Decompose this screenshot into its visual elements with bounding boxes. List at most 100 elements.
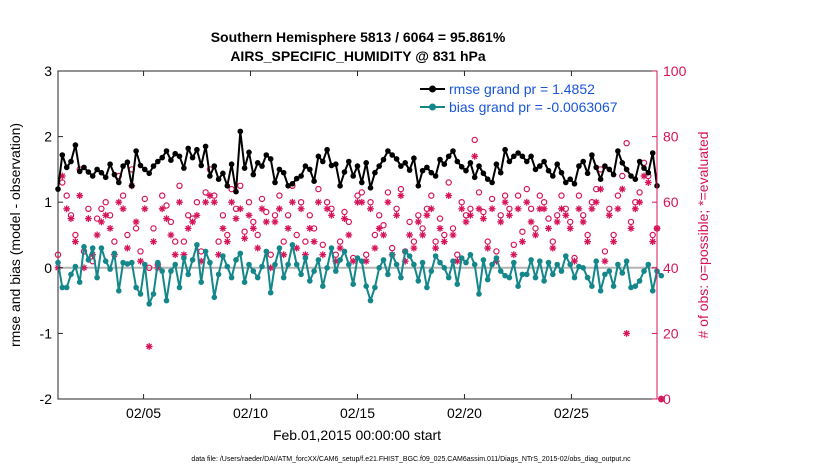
bias-point [467,251,474,258]
possible-obs-point [345,218,352,226]
rmse-point [649,150,656,156]
asterisk-stroke [458,205,465,212]
evaluated-obs-point [72,238,79,245]
asterisk-stroke [263,219,270,225]
possible-obs-point [519,228,526,235]
evaluated-obs-point [631,205,639,213]
evaluated-obs-point [367,205,374,213]
rmse-point [289,181,296,187]
rmse-point [489,179,495,186]
rmse-point [55,186,61,192]
evaluated-obs-point [63,205,71,213]
evaluated-obs-point [423,211,431,219]
possible-obs-point [636,189,643,196]
asterisk-stroke [68,215,74,222]
y-tick-label-left: 3 [44,63,52,79]
rmse-point [246,149,252,156]
rmse-point [189,154,196,161]
bias-point [471,261,478,268]
asterisk-stroke [393,212,400,219]
possible-obs-point [367,198,374,206]
evaluated-obs-point [210,198,218,206]
possible-obs-point [363,251,370,258]
possible-obs-point [384,189,392,196]
asterisk-stroke [76,192,83,199]
evaluated-obs-point [315,198,322,206]
rmse-point [185,145,191,152]
evaluated-obs-point [592,198,600,206]
evaluated-obs-point [76,192,84,199]
asterisk-stroke [576,205,582,212]
possible-obs-point [627,218,635,226]
asterisk-stroke [372,245,378,251]
evaluated-obs-point [519,238,526,245]
evaluated-obs-point [553,218,561,226]
possible-obs-point [467,205,474,212]
rmse-point [163,148,170,154]
evaluated-obs-point [584,238,591,245]
rmse-point [385,148,391,154]
bias-point [102,258,109,265]
rmse-point [424,164,430,171]
evaluated-obs-point [328,211,335,219]
x-tick-label: 02/25 [554,405,589,421]
evaluated-obs-point [480,215,487,222]
asterisk-stroke [81,264,87,271]
rmse-point [528,153,534,160]
evaluated-obs-point [475,205,483,213]
evaluated-obs-point [575,205,583,213]
evaluated-obs-point [640,172,648,180]
evaluated-obs-point [579,218,587,226]
rmse-point [307,166,313,173]
evaluated-obs-point [514,205,522,213]
rmse-point [150,163,157,169]
rmse-point [454,158,461,165]
asterisk-stroke [72,238,79,245]
asterisk-stroke [645,179,652,186]
bias-point [120,259,126,266]
rmse-point [120,163,126,169]
asterisk-stroke [107,225,113,232]
possible-obs-point [441,231,448,239]
bias-point [311,268,317,274]
rmse-point [168,157,174,163]
asterisk-stroke [406,232,413,238]
rmse-point [85,169,92,175]
asterisk-stroke [306,225,313,232]
asterisk-stroke [159,205,166,212]
bias-point [181,255,187,261]
asterisk-stroke [554,219,561,225]
y-tick-label-left: 2 [44,129,52,145]
evaluated-obs-point [644,179,652,186]
evaluated-obs-point [145,343,153,350]
rmse-point [68,158,74,165]
rmse-point [341,169,348,175]
rmse-point [207,173,213,179]
asterisk-stroke [580,219,587,225]
possible-obs-point [341,208,348,216]
asterisk-stroke [428,205,435,212]
rmse-point [354,163,361,169]
bias-point [406,253,413,259]
asterisk-stroke [246,212,252,219]
asterisk-stroke [593,199,600,206]
bias-point [541,278,547,284]
bias-point [493,255,500,261]
evaluated-obs-point [245,211,253,219]
rmse-point [593,164,599,171]
rmse-point [280,169,287,176]
possible-obs-point [98,205,105,212]
evaluated-obs-point [510,251,518,259]
y-tick-label-left: -2 [40,391,53,407]
rmse-point [215,176,222,182]
rmse-point [632,176,639,182]
evaluated-obs-point [419,231,426,239]
evaluated-obs-point [102,211,110,219]
evaluated-obs-point [532,231,539,239]
asterisk-stroke [597,186,604,192]
rmse-point [393,156,400,162]
possible-obs-point [263,208,270,216]
bias-point [524,271,530,278]
rmse-point [211,163,218,169]
bias-point [207,259,213,266]
